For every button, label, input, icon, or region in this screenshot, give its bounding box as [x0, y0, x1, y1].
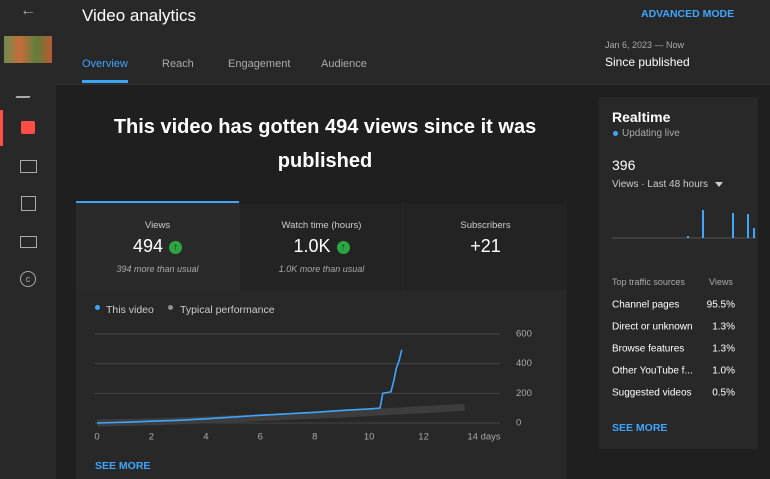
up-icon: ↑ — [169, 241, 183, 254]
tab[interactable]: Reach — [162, 58, 194, 70]
legend-dot — [168, 305, 173, 310]
realtime-status: Updating live — [622, 128, 680, 139]
dropdown-arrow[interactable] — [715, 182, 723, 187]
sidebar: ← c — [0, 0, 56, 479]
metric-tab[interactable]: Watch time (hours) 1.0K ↑ 1.0K more than … — [240, 203, 403, 290]
live-dot — [613, 131, 618, 136]
tab[interactable]: Engagement — [228, 58, 291, 70]
headline: This video has gotten 494 views since it… — [113, 116, 537, 172]
copyright-icon[interactable]: c — [20, 271, 36, 287]
metric-value: 494 — [132, 236, 164, 256]
up-icon: ↑ — [336, 241, 350, 254]
see-more[interactable]: SEE MORE — [612, 422, 668, 434]
analytics-icon[interactable] — [21, 121, 35, 134]
advanced-mode[interactable]: ADVANCED MODE — [641, 8, 735, 20]
active-indicator — [0, 110, 3, 146]
metric-label: Views — [144, 220, 171, 231]
period[interactable]: Since published — [605, 55, 690, 69]
metric-label: Watch time (hours) — [281, 220, 362, 231]
metric-label: Subscribers — [460, 220, 511, 231]
metric-value: +21 — [470, 236, 501, 256]
sources-header: Views — [709, 277, 733, 287]
editor-icon[interactable] — [20, 160, 37, 173]
legend-label: Typical performance — [180, 304, 275, 316]
metric-tab[interactable]: Subscribers +21 — [404, 203, 567, 290]
subtitles-icon[interactable] — [20, 236, 37, 248]
page-title: Video analytics — [82, 6, 197, 25]
thumbnail[interactable] — [4, 36, 52, 63]
comments-icon[interactable] — [21, 196, 36, 211]
legend-label: This video — [106, 304, 154, 316]
see-more[interactable]: SEE MORE — [95, 460, 151, 472]
metric-note: 394 more than usual — [116, 264, 199, 274]
metric-value: 1.0K — [293, 236, 331, 256]
legend-dot — [95, 305, 100, 310]
metric-tab[interactable]: Views 494 ↑ 394 more than usual — [76, 201, 239, 290]
metric-note: 1.0K more than usual — [278, 264, 365, 274]
realtime-title: Realtime — [612, 109, 671, 125]
realtime-period[interactable]: Views · Last 48 hours — [612, 179, 708, 190]
tab[interactable]: Audience — [321, 58, 367, 70]
header — [56, 0, 770, 85]
realtime-value: 396 — [612, 157, 636, 173]
back-button[interactable]: ← — [20, 2, 36, 19]
edit-icon[interactable] — [15, 82, 39, 98]
realtime-card — [599, 97, 758, 449]
sources-header: Top traffic sources — [612, 277, 685, 287]
tab-underline — [82, 80, 128, 83]
date-range[interactable]: Jan 6, 2023 — Now — [605, 40, 685, 50]
tab[interactable]: Overview — [82, 58, 128, 70]
